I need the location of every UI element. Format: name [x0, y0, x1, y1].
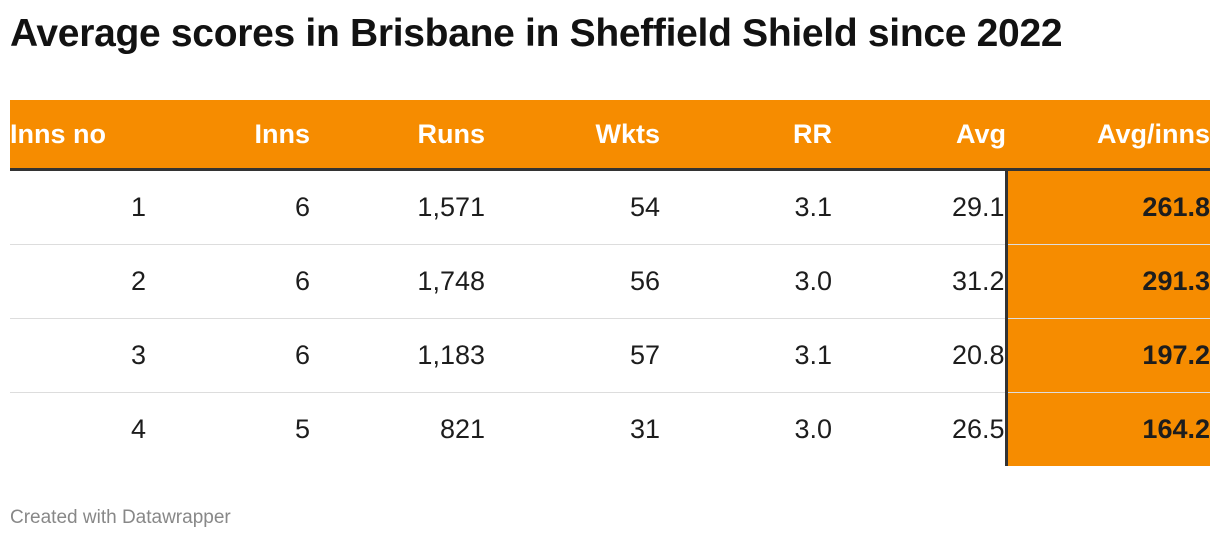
- cell-runs: 821: [439, 414, 485, 444]
- column-header-avg: Avg: [832, 100, 1006, 171]
- cell-wkts: 56: [485, 244, 660, 319]
- cell-avg: 29.1: [832, 169, 1006, 245]
- scores-table: Inns no Inns Runs Wkts RR Avg Avg/inns 1…: [10, 100, 1210, 466]
- cell-rr: 3.0: [794, 414, 832, 444]
- column-header-inns: Inns: [146, 100, 310, 171]
- cell-rr: 3.1: [660, 318, 832, 393]
- cell-rr: 3.1: [660, 169, 832, 245]
- cell-rr: 3.0: [660, 244, 832, 319]
- column-header-inns-no: Inns no: [10, 100, 146, 171]
- column-header-rr: RR: [660, 100, 832, 171]
- cell-wkts: 31: [629, 414, 660, 444]
- column-header-avg-per-inns: Avg/inns: [1006, 100, 1210, 171]
- cell-avg: 26.5: [951, 414, 1005, 444]
- cell-avg-per-inns: 261.8: [1004, 169, 1210, 245]
- cell-inns-no: 2: [10, 244, 146, 319]
- cell-runs: 1,571: [310, 169, 485, 245]
- column-header-runs: Runs: [310, 100, 485, 171]
- cell-avg: 31.2: [832, 244, 1006, 319]
- chart-title: Average scores in Brisbane in Sheffield …: [10, 12, 1063, 55]
- footer-credit: Created with Datawrapper: [10, 507, 231, 528]
- cell-wkts: 57: [485, 318, 660, 393]
- table-row: 4 5 821 31 3.0 26.5 164.2: [10, 392, 1210, 466]
- cell-runs: 1,748: [310, 244, 485, 319]
- cell-inns: 6: [146, 318, 310, 393]
- cell-inns-no: 1: [10, 169, 146, 245]
- cell-inns: 6: [146, 169, 310, 245]
- cell-wkts: 54: [485, 169, 660, 245]
- column-header-wkts: Wkts: [485, 100, 660, 171]
- cell-inns-no: 3: [10, 318, 146, 393]
- cell-inns: 5: [294, 414, 310, 444]
- cell-avg-per-inns: 291.3: [1004, 244, 1210, 319]
- cell-runs: 1,183: [310, 318, 485, 393]
- table-row: 2 6 1,748 56 3.0 31.2 291.3: [10, 244, 1210, 319]
- cell-inns-no: 4: [130, 414, 146, 444]
- header-row: Inns no Inns Runs Wkts RR Avg Avg/inns: [10, 100, 1210, 171]
- table-row: 1 6 1,571 54 3.1 29.1 261.8: [10, 169, 1210, 245]
- cell-avg-per-inns: 164.2: [1004, 392, 1210, 466]
- table-row: 3 6 1,183 57 3.1 20.8 197.2: [10, 318, 1210, 393]
- cell-inns: 6: [146, 244, 310, 319]
- cell-avg: 20.8: [832, 318, 1006, 393]
- cell-avg-per-inns: 197.2: [1004, 318, 1210, 393]
